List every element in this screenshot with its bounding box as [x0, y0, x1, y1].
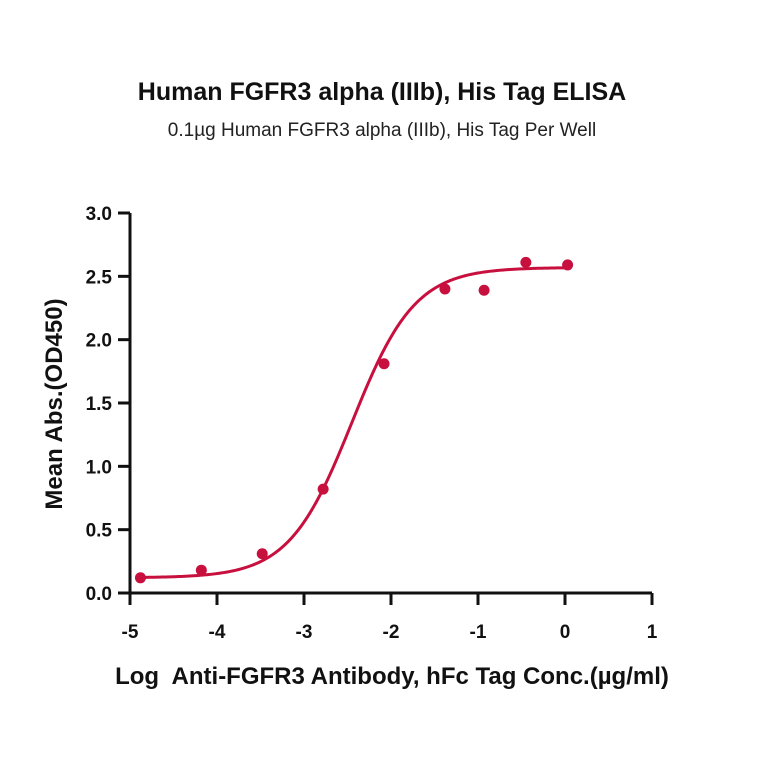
x-tick-label: -4	[209, 622, 226, 643]
y-tick-label: 2.0	[86, 331, 112, 352]
y-axis-title: Mean Abs.(OD450)	[41, 298, 68, 509]
y-tick-label: 0.5	[86, 521, 113, 542]
data-point	[520, 256, 532, 268]
data-point	[439, 283, 451, 295]
x-tick-label: 0	[560, 622, 571, 643]
chart-title: Human FGFR3 alpha (IIIb), His Tag ELISA	[137, 78, 627, 106]
x-tick-label: -1	[470, 622, 487, 643]
data-point	[134, 572, 146, 584]
fit-curve-layer	[140, 266, 568, 579]
x-tick-label: -5	[122, 622, 139, 643]
fit-curve	[140, 266, 568, 579]
x-tick-label: -3	[296, 622, 313, 643]
y-tick-label: 3.0	[86, 204, 112, 225]
x-tick-label: 1	[647, 622, 658, 643]
data-points-layer	[134, 256, 574, 584]
data-point	[256, 548, 268, 560]
data-point	[478, 284, 490, 296]
x-axis-title: Log Anti-FGFR3 Antibody, hFc Tag Conc.(µ…	[115, 663, 669, 690]
axes: 0.0 0.5 1.0 1.5 2.0 2.5 3.0 -5 -4 -3 -2 -1 0 1	[86, 204, 658, 643]
y-tick-label: 1.0	[86, 457, 112, 478]
y-tick-label: 2.5	[86, 267, 113, 288]
y-tick-label: 1.5	[86, 394, 113, 415]
data-point	[317, 483, 329, 495]
data-point	[562, 259, 574, 271]
y-tick-label: 0.0	[86, 584, 112, 605]
chart-subtitle: 0.1µg Human FGFR3 alpha (IIIb), His Tag …	[167, 120, 597, 141]
data-point	[195, 564, 207, 576]
data-point	[378, 358, 390, 370]
x-tick-label: -2	[383, 622, 400, 643]
